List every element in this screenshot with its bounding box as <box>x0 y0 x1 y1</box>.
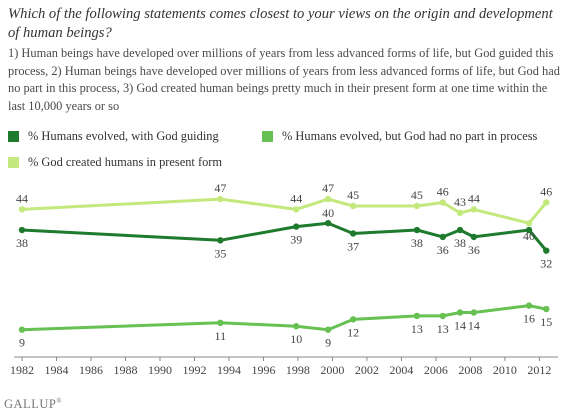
data-label: 12 <box>347 325 359 339</box>
data-label: 38 <box>16 236 28 250</box>
data-label: 38 <box>411 236 423 250</box>
data-point <box>18 206 26 213</box>
data-point <box>324 326 332 333</box>
data-label: 44 <box>16 191 28 205</box>
data-label: 10 <box>290 332 302 346</box>
x-tick-label: 2002 <box>355 363 379 377</box>
data-label: 46 <box>437 185 449 199</box>
gallup-logo: GALLUP® <box>4 397 62 412</box>
data-label: 43 <box>454 195 466 209</box>
legend-item-evolved-no-god: % Humans evolved, but God had no part in… <box>262 128 537 144</box>
x-tick-label: 2004 <box>389 363 413 377</box>
data-point <box>18 226 26 234</box>
data-label: 14 <box>454 318 466 332</box>
x-tick-label: 2010 <box>493 363 517 377</box>
x-tick-label: 1998 <box>286 363 310 377</box>
data-label: 44 <box>290 191 302 205</box>
legend-swatch <box>8 130 19 142</box>
data-label: 47 <box>322 181 334 195</box>
data-point <box>293 223 300 230</box>
data-label: 37 <box>347 239 359 253</box>
x-tick-label: 1992 <box>182 363 206 377</box>
data-label: 11 <box>215 329 227 343</box>
data-point <box>413 226 421 234</box>
data-label: 9 <box>19 336 25 350</box>
x-tick-label: 2008 <box>458 363 482 377</box>
data-label: 32 <box>540 257 552 271</box>
x-tick-label: 1986 <box>79 363 103 377</box>
data-point <box>413 312 421 320</box>
chart-title: Which of the following statements comes … <box>8 6 553 41</box>
legend-swatch <box>262 130 273 142</box>
x-tick-label: 1996 <box>251 363 275 377</box>
data-point <box>18 326 26 333</box>
x-tick-label: 1994 <box>217 363 241 377</box>
data-label: 40 <box>322 206 334 220</box>
legend-item-evolved-god-guiding: % Humans evolved, with God guiding <box>8 128 219 144</box>
data-point <box>217 237 224 244</box>
data-point <box>470 233 478 241</box>
data-label: 45 <box>347 188 359 202</box>
data-point <box>324 219 332 227</box>
data-point <box>456 209 464 217</box>
data-label: 9 <box>325 336 331 350</box>
x-tick-label: 2006 <box>424 363 448 377</box>
x-tick-label: 2000 <box>320 363 344 377</box>
legend-label: % God created humans in present form <box>28 154 223 169</box>
legend-label: % Humans evolved, with God guiding <box>28 128 219 143</box>
data-point <box>543 247 550 254</box>
x-tick-label: 2012 <box>527 363 551 377</box>
data-point <box>543 199 550 206</box>
data-point <box>217 319 224 327</box>
data-label: 47 <box>214 181 226 195</box>
data-point <box>525 302 533 309</box>
data-label: 46 <box>540 185 552 199</box>
data-label: 13 <box>411 322 423 336</box>
data-label: 38 <box>454 236 466 250</box>
legend-label: % Humans evolved, but God had no part in… <box>282 128 538 143</box>
data-point <box>456 226 464 234</box>
data-point <box>413 202 421 210</box>
data-label: 39 <box>290 233 302 247</box>
data-label: 40 <box>523 229 535 243</box>
data-point <box>470 206 478 213</box>
data-point <box>349 202 357 210</box>
data-label: 45 <box>411 188 423 202</box>
x-tick-label: 1990 <box>148 363 172 377</box>
data-label: 35 <box>214 246 226 260</box>
data-point <box>525 219 533 227</box>
data-point <box>439 233 446 241</box>
data-label: 13 <box>437 322 449 336</box>
registered-mark: ® <box>56 396 62 405</box>
data-label: 36 <box>437 243 449 257</box>
legend-swatch <box>8 156 19 168</box>
data-point <box>543 305 550 313</box>
data-point <box>293 206 300 213</box>
x-tick-label: 1982 <box>10 363 34 377</box>
data-label: 16 <box>523 312 535 326</box>
data-point <box>217 195 224 203</box>
data-label: 44 <box>468 191 480 205</box>
brand-name: GALLUP <box>4 397 57 411</box>
data-point <box>293 323 300 330</box>
data-point <box>349 230 357 237</box>
data-point <box>525 226 533 234</box>
data-point <box>439 312 446 320</box>
x-tick-label: 1988 <box>113 363 137 377</box>
data-point <box>470 309 478 316</box>
data-point <box>439 199 446 206</box>
x-tick-label: 1984 <box>44 363 68 377</box>
chart-subtitle: 1) Human beings have developed over mill… <box>8 46 560 113</box>
data-point <box>324 195 332 203</box>
data-point <box>349 316 357 323</box>
data-label: 36 <box>468 243 480 257</box>
data-point <box>456 309 464 316</box>
data-label: 15 <box>540 315 552 329</box>
legend-item-god-created: % God created humans in present form <box>8 154 222 170</box>
data-label: 14 <box>468 318 480 332</box>
